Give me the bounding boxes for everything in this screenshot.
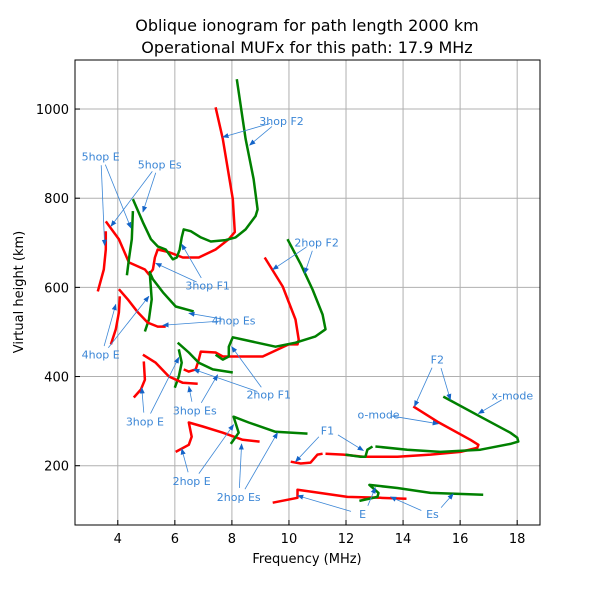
- annotation-arrow: [162, 320, 222, 328]
- x-mode-trace: [214, 238, 327, 361]
- annotation-label: 5hop Es: [138, 158, 182, 171]
- annotation-label: 5hop E: [82, 150, 120, 163]
- annotation-arrow: [103, 303, 117, 347]
- annotation-label: o-mode: [357, 408, 399, 421]
- annotation-label: 3hop F2: [259, 115, 304, 128]
- annotation-label: 4hop E: [82, 349, 120, 362]
- x-mode-trace: [345, 445, 374, 459]
- x-tick-label: 6: [171, 532, 179, 547]
- annotation-arrow: [104, 164, 132, 229]
- o-mode-trace: [175, 421, 260, 453]
- o-mode-trace: [290, 452, 323, 465]
- x-mode-trace: [375, 395, 520, 454]
- annotation-arrow: [198, 424, 234, 474]
- annotation-arrow: [238, 443, 244, 488]
- o-mode-trace: [132, 361, 147, 399]
- annotation-arrow: [155, 262, 197, 283]
- x-tick-label: 16: [452, 532, 469, 547]
- annotation-label: F2: [431, 354, 444, 367]
- y-axis-label: Virtual height (km): [12, 231, 27, 354]
- annotation-label: 4hop Es: [212, 314, 256, 327]
- annotation-arrow: [142, 172, 157, 213]
- x-mode-trace: [359, 483, 484, 503]
- annotation-label: 2hop F1: [246, 388, 291, 401]
- annotation-arrow: [477, 399, 502, 414]
- annotation-arrow: [188, 311, 222, 320]
- grid: [75, 60, 540, 525]
- chart-title-line-2: Operational MUFx for this path: 17.9 MHz: [141, 38, 472, 57]
- annotation-arrow: [150, 356, 180, 414]
- x-tick-label: 10: [281, 532, 298, 547]
- x-tick-label: 18: [509, 532, 526, 547]
- annotation-arrow: [200, 374, 218, 404]
- annotation-label: 3hop E: [126, 416, 164, 429]
- y-tick-label: 600: [44, 281, 69, 296]
- annotation-label: 2hop F2: [294, 236, 339, 249]
- o-mode-trace: [109, 296, 122, 345]
- annotations: 3hop F2 5hop E 5hop Es 3hop F1 2hop F2 4hop E…: [82, 115, 534, 521]
- x-mode-trace: [173, 349, 183, 389]
- series-group: [96, 79, 520, 504]
- annotation-arrow: [296, 494, 352, 512]
- x-mode-trace: [125, 211, 135, 276]
- annotation-arrow: [272, 246, 307, 270]
- chart-title-line-1: Oblique ionogram for path length 2000 km: [135, 16, 479, 35]
- x-mode-trace: [229, 415, 308, 445]
- annotation-arrow: [139, 387, 145, 413]
- y-tick-label: 200: [44, 460, 69, 475]
- y-tick-label: 800: [44, 192, 69, 207]
- o-mode-trace: [117, 288, 166, 328]
- annotation-arrow: [231, 346, 262, 388]
- plot-frame: [74, 59, 541, 526]
- annotation-label: F1: [321, 424, 334, 437]
- annotation-arrow: [108, 295, 150, 349]
- annotation-arrow: [110, 171, 153, 227]
- y-tick-label: 400: [44, 371, 69, 386]
- annotation-label: 2hop Es: [217, 491, 261, 504]
- tick-labels: 4 6 8 10 12 14 16 18 200 400 600 800 1000: [36, 103, 526, 547]
- annotation-arrow: [304, 250, 313, 275]
- x-tick-label: 4: [114, 532, 122, 547]
- annotation-arrow: [181, 243, 202, 279]
- annotation-arrow: [180, 448, 189, 473]
- annotation-arrow: [389, 496, 422, 511]
- annotation-label: Es: [426, 508, 439, 521]
- x-mode-trace: [143, 270, 195, 332]
- annotation-arrow: [193, 368, 258, 392]
- annotation-label: x-mode: [491, 390, 533, 403]
- annotation-label: E: [359, 508, 366, 521]
- annotation-label: 3hop Es: [173, 404, 217, 417]
- x-mode-trace: [131, 79, 259, 261]
- annotation-arrow: [222, 123, 271, 138]
- annotation-arrow: [367, 486, 376, 506]
- annotation-label: 2hop E: [173, 475, 211, 488]
- annotation-label: 3hop F1: [185, 280, 230, 293]
- annotation-arrow: [249, 126, 273, 146]
- annotation-arrow: [390, 415, 440, 426]
- x-mode-trace: [176, 341, 233, 374]
- o-mode-trace: [183, 256, 300, 373]
- x-axis-label: Frequency (MHz): [252, 552, 361, 567]
- x-tick-label: 12: [338, 532, 355, 547]
- y-tick-label: 1000: [36, 103, 69, 118]
- annotation-arrow: [244, 432, 278, 490]
- annotation-arrow: [414, 367, 433, 407]
- x-tick-label: 8: [228, 532, 236, 547]
- annotation-arrow: [187, 385, 193, 402]
- x-tick-label: 14: [395, 532, 412, 547]
- annotation-arrow: [440, 493, 454, 508]
- annotation-arrow: [440, 368, 452, 401]
- annotation-arrow: [337, 434, 364, 451]
- annotation-arrow: [100, 165, 107, 247]
- annotation-arrow: [295, 436, 320, 463]
